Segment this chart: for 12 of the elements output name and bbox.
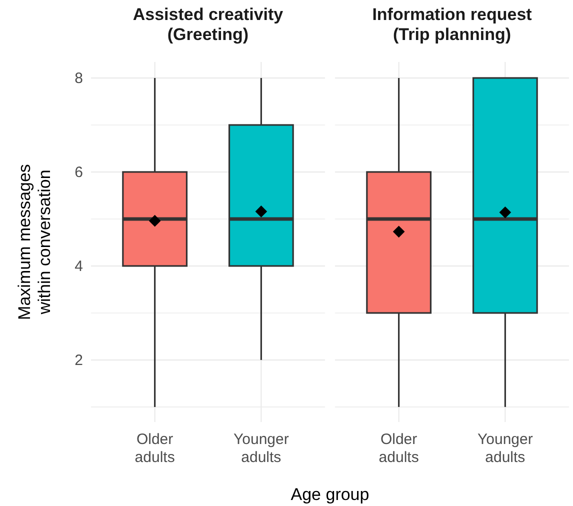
x-tick-label: Older adults — [134, 431, 175, 466]
y-tick-label: 6 — [74, 164, 83, 182]
x-tick-label: Younger adults — [478, 431, 533, 466]
x-tick-label: Older adults — [378, 431, 419, 466]
y-tick-label: 2 — [74, 352, 83, 370]
chart-title: Assisted creativity (Greeting) — [132, 5, 284, 44]
y-axis-title: Maximum messages within conversation — [15, 164, 54, 320]
x-tick-label: Younger adults — [234, 431, 289, 466]
chart-title: Information request (Trip planning) — [372, 5, 532, 44]
y-tick-label: 8 — [74, 70, 83, 88]
x-axis-title: Age group — [290, 485, 370, 504]
y-tick-label: 4 — [74, 258, 83, 276]
